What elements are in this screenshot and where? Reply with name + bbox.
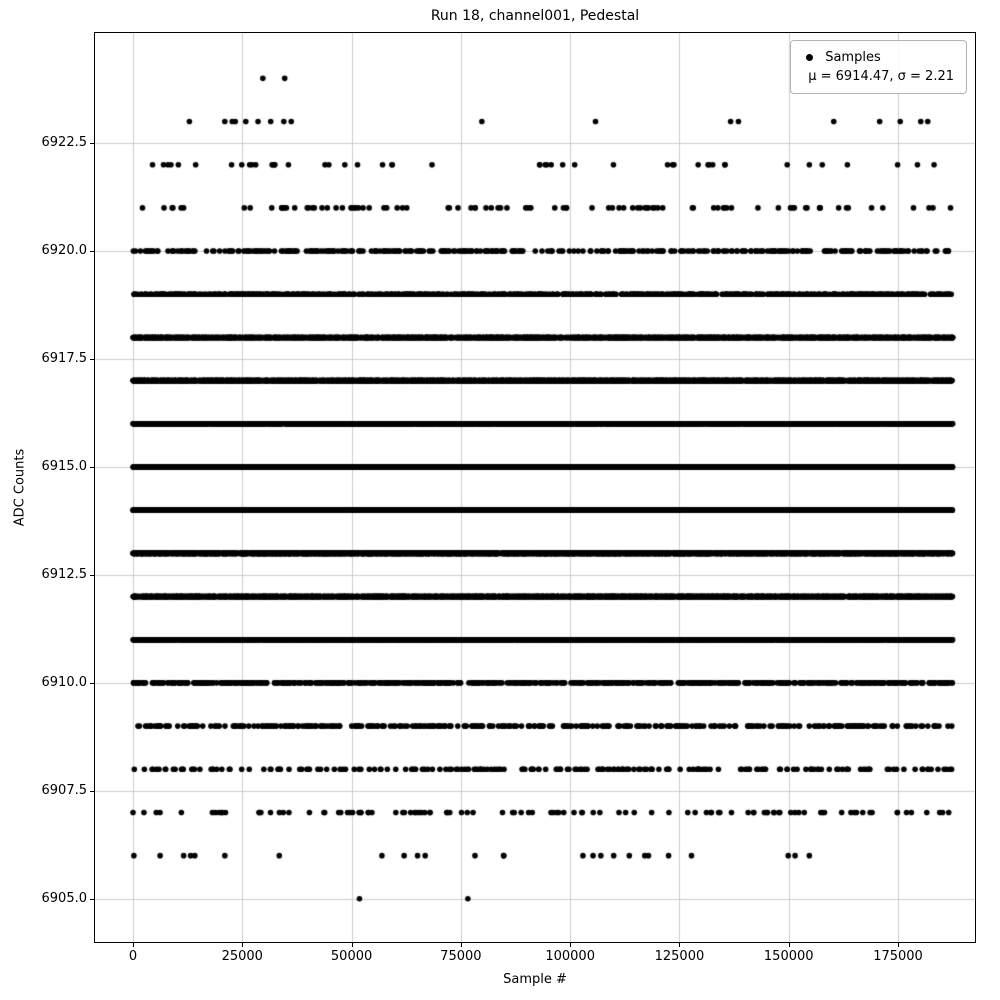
- y-axis-label: ADC Counts: [12, 448, 28, 527]
- y-tick-label: 6922.5: [41, 135, 88, 151]
- legend-label-samples: Samples: [825, 50, 881, 65]
- x-tick-label: 50000: [330, 949, 373, 964]
- y-tick-label: 6915.0: [41, 458, 88, 474]
- plot-canvas: [94, 32, 976, 943]
- x-tick-mark: [351, 943, 353, 947]
- y-tick-mark: [90, 251, 94, 253]
- y-tick-label: 6912.5: [41, 566, 88, 582]
- legend-entry-stats: μ = 6914.47, σ = 2.21: [808, 67, 954, 86]
- x-tick-label: 25000: [221, 949, 263, 964]
- y-tick-mark: [90, 790, 94, 792]
- x-tick-label: 150000: [763, 949, 814, 964]
- x-tick-label: 75000: [440, 949, 482, 964]
- x-tick-label: 125000: [654, 949, 705, 964]
- y-tick-mark: [90, 898, 94, 900]
- x-tick-mark: [460, 943, 462, 947]
- scatter-marker-icon: [806, 54, 814, 61]
- y-tick-mark: [90, 574, 94, 576]
- x-tick-label: 100000: [545, 949, 595, 964]
- legend-entry-samples: Samples: [799, 48, 954, 67]
- x-tick-label: 175000: [873, 949, 923, 964]
- x-axis-label: Sample #: [503, 972, 567, 987]
- y-tick-mark: [90, 466, 94, 468]
- y-tick-label: 6907.5: [41, 782, 88, 798]
- y-tick-mark: [90, 143, 94, 145]
- x-tick-label: 0: [128, 949, 138, 964]
- y-tick-label: 6917.5: [41, 351, 88, 367]
- x-tick-mark: [570, 943, 572, 947]
- y-tick-label: 6920.0: [41, 243, 88, 259]
- y-tick-label: 6910.0: [41, 674, 88, 690]
- x-tick-mark: [679, 943, 681, 947]
- x-tick-mark: [788, 943, 790, 947]
- y-tick-label: 6905.0: [41, 890, 88, 906]
- y-tick-mark: [90, 359, 94, 361]
- chart-title: Run 18, channel001, Pedestal: [430, 8, 640, 24]
- legend: Samples μ = 6914.47, σ = 2.21: [790, 40, 967, 94]
- x-tick-mark: [242, 943, 244, 947]
- x-tick-mark: [898, 943, 900, 947]
- x-tick-mark: [133, 943, 134, 947]
- y-tick-mark: [90, 682, 94, 684]
- legend-label-stats: μ = 6914.47, σ = 2.21: [808, 69, 954, 84]
